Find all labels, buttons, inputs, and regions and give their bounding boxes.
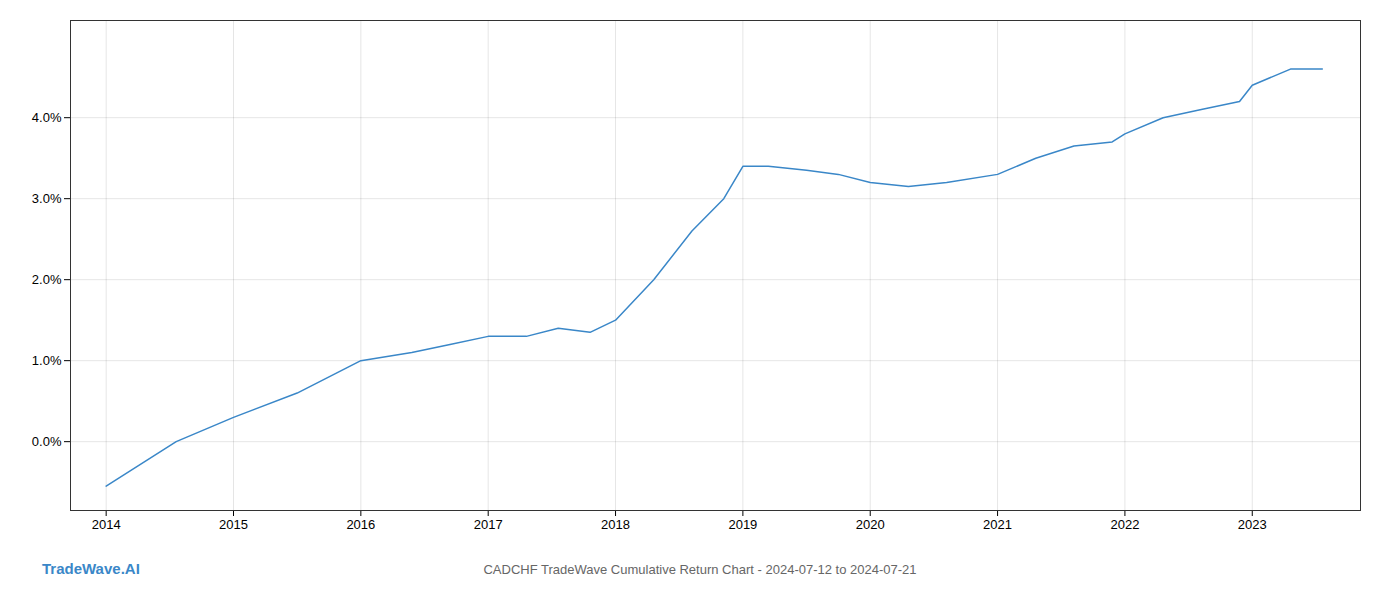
- svg-text:1.0%: 1.0%: [32, 353, 62, 368]
- svg-text:4.0%: 4.0%: [32, 110, 62, 125]
- svg-text:3.0%: 3.0%: [32, 191, 62, 206]
- svg-text:2.0%: 2.0%: [32, 272, 62, 287]
- svg-text:2016: 2016: [346, 517, 375, 532]
- html-text:CADCHF TradeWave Cumulative Re: CADCHF TradeWave Cumulative Return Chart…: [483, 562, 917, 577]
- svg-text:2017: 2017: [474, 517, 503, 532]
- svg-text:2018: 2018: [601, 517, 630, 532]
- html-text:TradeWave.AI: TradeWave.AI: [42, 560, 140, 577]
- svg-text:2020: 2020: [856, 517, 885, 532]
- svg-text:0.0%: 0.0%: [32, 434, 62, 449]
- svg-text:2021: 2021: [983, 517, 1012, 532]
- svg-text:2015: 2015: [219, 517, 248, 532]
- svg-text:2014: 2014: [92, 517, 121, 532]
- svg-text:2019: 2019: [728, 517, 757, 532]
- svg-text:2022: 2022: [1110, 517, 1139, 532]
- svg-text:2023: 2023: [1238, 517, 1267, 532]
